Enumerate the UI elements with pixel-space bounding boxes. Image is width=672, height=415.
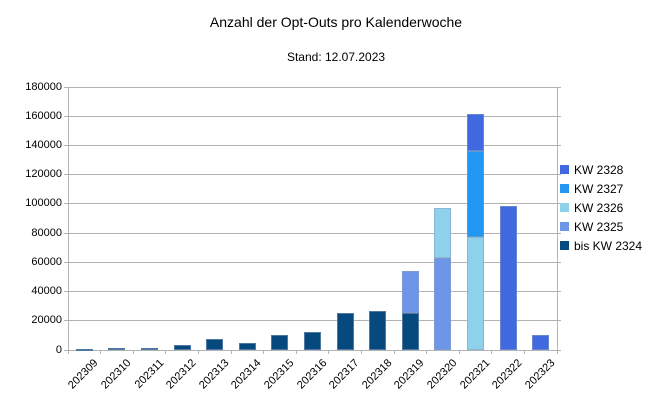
x-axis-tick <box>165 350 167 354</box>
bar-segment-kw-2328 <box>467 114 484 152</box>
y-axis-label: 40000 <box>31 285 62 298</box>
bar-segment-bis-kw-2324 <box>238 343 256 350</box>
legend-swatch-icon <box>560 241 569 250</box>
y-axis-label: 20000 <box>31 314 62 327</box>
legend-label: KW 2326 <box>574 200 624 215</box>
y-axis-line <box>67 87 69 351</box>
y-axis-tick <box>64 320 68 322</box>
bar-segment-bis-kw-2324 <box>369 310 387 350</box>
y-axis-label: 180000 <box>25 80 62 93</box>
legend-label: bis KW 2324 <box>574 238 643 253</box>
y-axis-tick <box>64 261 68 263</box>
y-axis-tick-right <box>557 115 561 117</box>
x-axis-tick <box>100 350 102 354</box>
x-axis-tick <box>523 350 525 354</box>
plot-right-border <box>556 87 558 351</box>
y-axis-tick-right <box>557 86 561 88</box>
y-gridline <box>68 232 557 234</box>
x-axis-tick <box>328 350 330 354</box>
x-axis-tick <box>132 350 134 354</box>
y-gridline <box>68 144 557 146</box>
y-axis-tick-right <box>557 261 561 263</box>
bar-segment-bis-kw-2324 <box>401 312 419 350</box>
y-axis-tick <box>64 291 68 293</box>
y-gridline <box>68 174 557 176</box>
bar-segment-kw-2325 <box>401 271 419 313</box>
x-axis-tick <box>230 350 232 354</box>
legend-label: KW 2325 <box>574 219 624 234</box>
y-gridline <box>68 203 557 205</box>
y-gridline <box>68 86 557 88</box>
y-axis-label: 60000 <box>31 255 62 268</box>
chart-subtitle: Stand: 12.07.2023 <box>286 50 386 64</box>
legend-item: KW 2326 <box>560 198 642 217</box>
y-axis-label: 80000 <box>31 226 62 239</box>
x-axis-tick <box>295 350 297 354</box>
bar-segment-bis-kw-2324 <box>141 347 158 350</box>
bar-segment-kw-2326 <box>434 207 452 259</box>
bar-segment-bis-kw-2324 <box>108 348 126 351</box>
chart-legend: KW 2328 KW 2327 KW 2326 KW 2325 bis KW 2324 <box>560 160 642 255</box>
x-axis-tick <box>360 350 362 354</box>
y-axis-tick-right <box>557 291 561 293</box>
y-gridline <box>68 261 557 263</box>
x-axis-tick <box>556 350 558 354</box>
y-axis-tick-right <box>557 144 561 146</box>
y-axis-tick-right <box>557 203 561 205</box>
y-axis-tick-right <box>557 349 561 351</box>
bar-segment-bis-kw-2324 <box>271 335 289 350</box>
legend-swatch-icon <box>560 222 569 231</box>
legend-swatch-icon <box>560 165 569 174</box>
legend-item: KW 2328 <box>560 160 642 179</box>
y-axis-tick <box>64 174 68 176</box>
x-axis-tick <box>197 350 199 354</box>
bar-segment-kw-2328 <box>499 206 517 350</box>
legend-swatch-icon <box>560 184 569 193</box>
bar-segment-bis-kw-2324 <box>173 345 191 350</box>
y-gridline <box>68 320 557 322</box>
y-gridline <box>68 115 557 117</box>
x-axis-tick <box>491 350 493 354</box>
y-gridline <box>68 291 557 293</box>
y-axis-label: 140000 <box>25 138 62 151</box>
y-axis-tick <box>64 232 68 234</box>
y-axis-label: 120000 <box>25 168 62 181</box>
bar-segment-kw-2327 <box>467 151 484 237</box>
y-axis-label: 0 <box>55 343 62 356</box>
y-axis-tick <box>64 349 68 351</box>
legend-item: KW 2325 <box>560 217 642 236</box>
y-axis-tick <box>64 203 68 205</box>
bar-segment-kw-2326 <box>467 236 484 350</box>
x-axis-tick <box>263 350 265 354</box>
legend-swatch-icon <box>560 203 569 212</box>
bar-segment-bis-kw-2324 <box>75 349 93 352</box>
y-axis-tick <box>64 144 68 146</box>
bar-segment-kw-2328 <box>532 334 550 350</box>
y-axis-tick <box>64 86 68 88</box>
y-axis-tick-right <box>557 174 561 176</box>
bar-segment-bis-kw-2324 <box>206 339 224 350</box>
legend-label: KW 2328 <box>574 162 624 177</box>
x-axis-tick <box>458 350 460 354</box>
x-axis-tick <box>426 350 428 354</box>
y-axis-tick-right <box>557 320 561 322</box>
legend-item: KW 2327 <box>560 179 642 198</box>
x-axis-tick <box>67 350 69 354</box>
legend-label: KW 2327 <box>574 181 624 196</box>
legend-item: bis KW 2324 <box>560 236 642 255</box>
chart-title: Anzahl der Opt-Outs pro Kalenderwoche <box>209 14 463 30</box>
y-axis-tick <box>64 115 68 117</box>
y-axis-label: 100000 <box>25 197 62 210</box>
y-axis-label: 160000 <box>25 109 62 122</box>
x-axis-line <box>68 349 557 351</box>
x-axis-tick <box>393 350 395 354</box>
bar-segment-bis-kw-2324 <box>304 332 321 350</box>
bar-segment-kw-2325 <box>434 258 452 350</box>
y-axis-tick-right <box>557 232 561 234</box>
bar-segment-bis-kw-2324 <box>336 312 354 350</box>
